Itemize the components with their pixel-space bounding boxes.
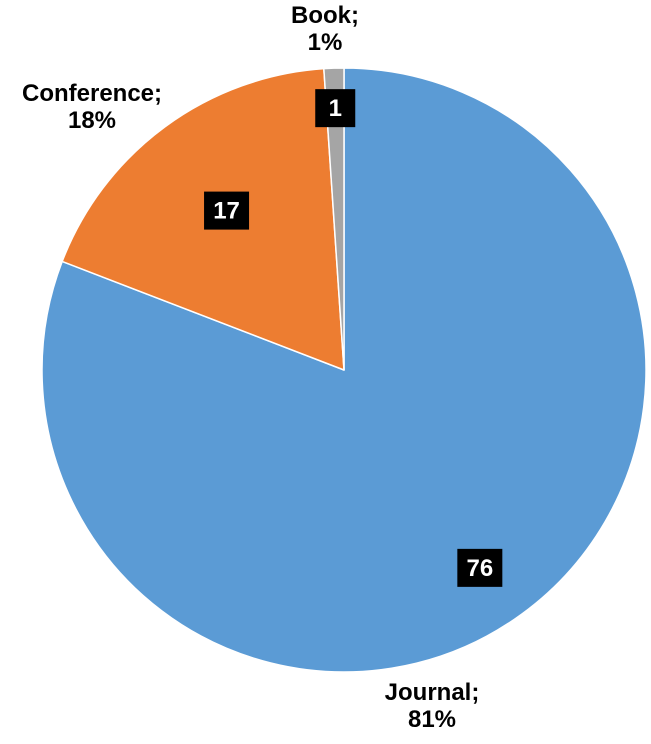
category-name-conference: Conference; — [22, 80, 162, 107]
data-label-box-conference — [204, 191, 250, 230]
data-label-text-book: 1 — [329, 95, 342, 122]
outer-labels-layer: Journal; 81% Conference; 18% Book; 1% — [22, 2, 479, 733]
category-percent-journal: 81% — [408, 706, 456, 733]
category-label-conference: Conference; 18% — [22, 80, 162, 134]
data-label-journal: 76 — [457, 548, 503, 587]
slices-layer — [41, 67, 647, 673]
pie-slice-book — [323, 67, 345, 371]
category-percent-book: 1% — [308, 29, 343, 56]
category-name-journal: Journal; — [385, 679, 480, 706]
data-label-box-book — [315, 89, 356, 128]
data-label-book: 1 — [315, 89, 356, 128]
category-percent-conference: 18% — [68, 107, 116, 134]
pie-slice-conference — [61, 67, 345, 371]
data-label-text-journal: 76 — [466, 555, 493, 582]
category-label-book: Book; 1% — [291, 2, 359, 56]
value-labels-layer: 76 17 1 — [204, 89, 503, 587]
data-label-box-journal — [457, 548, 503, 587]
data-label-conference: 17 — [204, 191, 250, 230]
category-label-journal: Journal; 81% — [385, 679, 480, 733]
data-label-text-conference: 17 — [213, 198, 240, 225]
category-name-book: Book; — [291, 2, 359, 29]
